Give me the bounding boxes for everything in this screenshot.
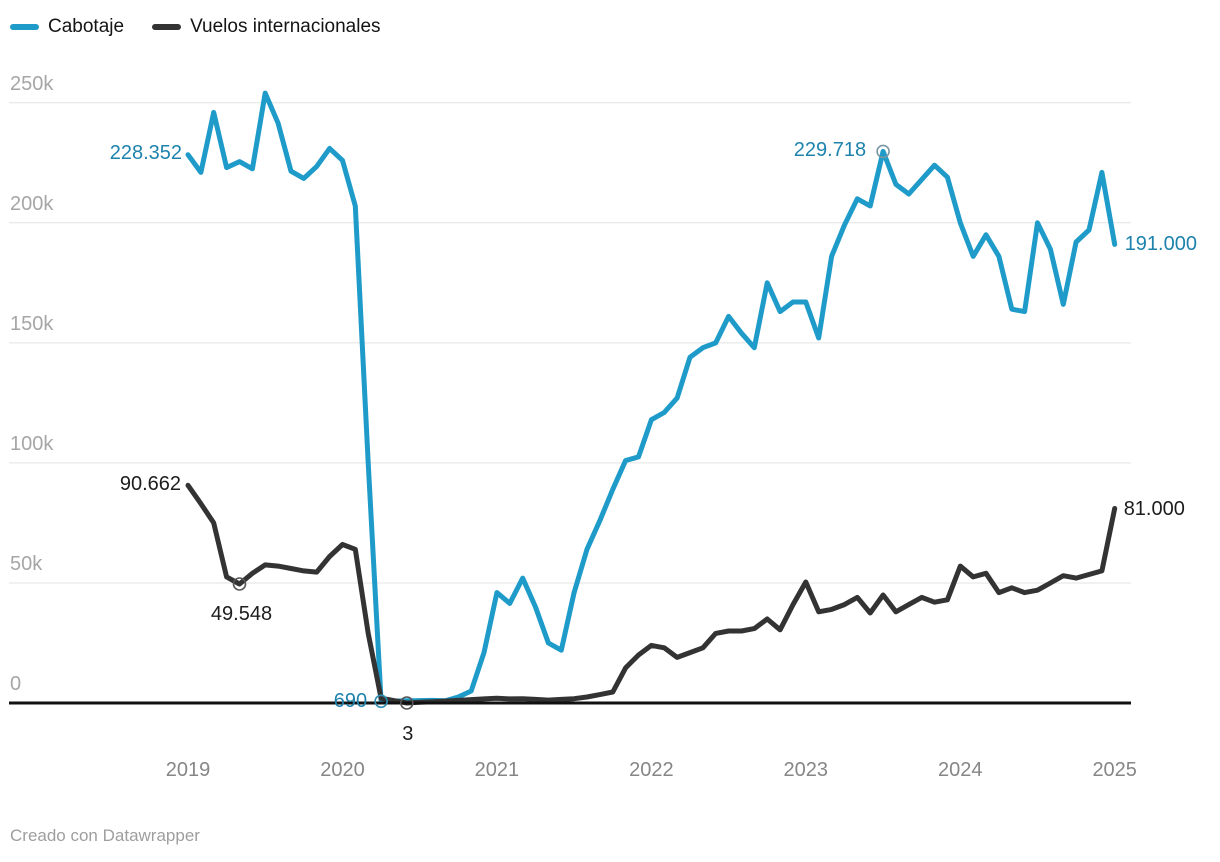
series-line-cabotaje [185, 90, 1118, 704]
annotation-label-49.548: 49.548 [210, 603, 273, 625]
y-tick-label-250k: 250k [10, 72, 54, 95]
annotation-ring-3 [399, 696, 414, 710]
y-tick-label-200k: 200k [10, 192, 54, 215]
y-tick-label-50k: 50k [10, 552, 43, 575]
annotation-ring-229.718 [876, 144, 890, 159]
x-tick-label-2020: 2020 [320, 759, 365, 781]
legend-label-cabotaje: Cabotaje [48, 16, 125, 37]
annotation-label-229.718: 229.718 [793, 139, 867, 162]
legend-item-cabotaje: Cabotaje [10, 17, 124, 36]
annotation-ring-690 [374, 694, 388, 709]
x-tick-label-2024: 2024 [938, 759, 983, 781]
annotation-markers-group [232, 144, 890, 710]
datawrapper-credit: Creado con Datawrapper [10, 826, 200, 845]
annotation-label-690: 690 [333, 690, 368, 713]
legend-label-vuelos-internacionales: Vuelos internacionales [190, 16, 381, 37]
vuelos-line-swatch-icon [152, 23, 182, 30]
gridlines-group [9, 102, 1131, 584]
legend-item-vuelos-internacionales: Vuelos internacionales [152, 16, 381, 37]
y-tick-label-100k: 100k [10, 432, 54, 455]
x-tick-label-2021: 2021 [474, 759, 520, 781]
annotation-ring-49.548 [232, 577, 247, 591]
y-tick-label-150k: 150k [10, 312, 54, 335]
series-line-vuelos-internacionales [185, 482, 1118, 706]
annotation-label-191.000: 191.000 [1124, 233, 1197, 256]
x-tick-label-2019: 2019 [165, 759, 211, 781]
x-tick-label-2025: 2025 [1092, 759, 1137, 781]
annotation-label-90.662: 90.662 [119, 473, 181, 496]
y-tick-label-0: 0 [10, 673, 22, 695]
x-tick-label-2023: 2023 [783, 759, 829, 781]
annotation-label-3: 3 [402, 723, 414, 745]
cabotaje-line-swatch-icon [10, 23, 39, 30]
series-lines-group [185, 90, 1118, 706]
annotation-label-81.000: 81.000 [1123, 497, 1185, 520]
legend: Cabotaje Vuelos internacionales [10, 17, 381, 36]
annotation-label-228.352: 228.352 [109, 141, 182, 164]
x-tick-label-2022: 2022 [629, 759, 674, 781]
